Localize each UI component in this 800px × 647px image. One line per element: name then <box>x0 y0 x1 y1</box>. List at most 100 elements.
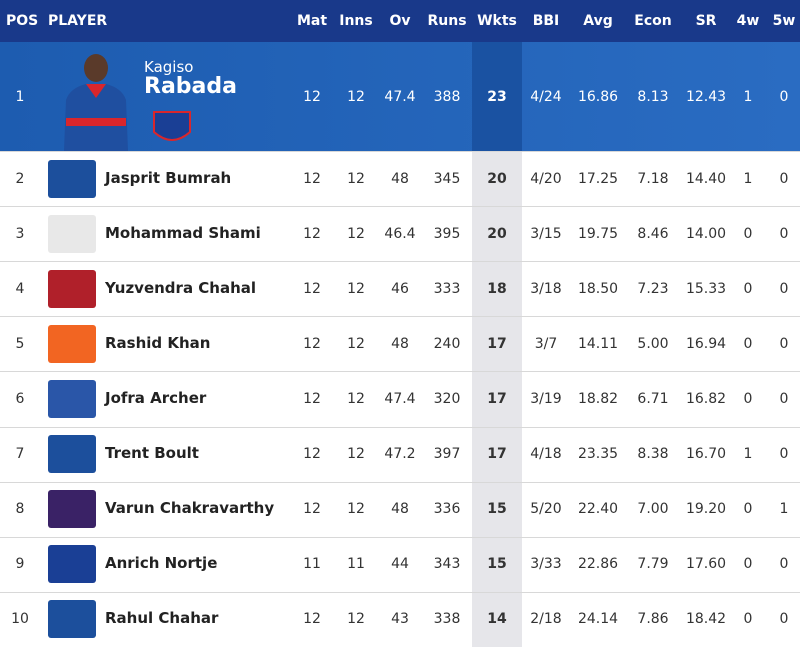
stat: 15 <box>487 556 507 573</box>
stat: 12 <box>347 225 365 242</box>
stat: 19.20 <box>685 501 727 518</box>
stat: 0 <box>743 611 753 628</box>
stat: 12 <box>347 391 365 407</box>
column-header: Econ <box>634 13 672 29</box>
stat: 12 <box>303 225 321 242</box>
stat: 320 <box>433 391 461 407</box>
stat: 20 <box>487 170 507 187</box>
team-logo <box>48 600 96 639</box>
stat: 47.4 <box>384 88 416 105</box>
stat: 5.00 <box>637 335 669 352</box>
stat: 17.25 <box>577 170 619 187</box>
team-logo <box>48 324 96 363</box>
stat: 23 <box>487 88 507 105</box>
position: 10 <box>11 611 29 628</box>
column-header: 4w <box>736 13 760 29</box>
stat: 18 <box>487 280 507 297</box>
row-divider <box>0 426 800 428</box>
stat: 0 <box>779 446 789 463</box>
stat: 12 <box>303 280 321 297</box>
stat: 7.86 <box>637 611 669 628</box>
position: 8 <box>15 501 25 518</box>
stat: 0 <box>779 88 789 105</box>
wkts-shade <box>472 42 522 151</box>
position: 4 <box>15 280 25 297</box>
stat: 17.60 <box>685 556 727 573</box>
stat: 0 <box>779 611 789 628</box>
player-name: Jofra Archer <box>105 389 207 407</box>
stat: 12 <box>303 446 321 463</box>
stat: 7.00 <box>637 501 669 518</box>
stat: 7.18 <box>637 170 669 187</box>
stat: 8.46 <box>637 225 669 242</box>
stat: 343 <box>433 556 461 573</box>
stat: 12 <box>347 611 365 628</box>
stat: 7.23 <box>637 280 669 297</box>
team-logo <box>48 269 96 308</box>
column-header: PLAYER <box>48 13 108 29</box>
position: 1 <box>15 88 25 105</box>
column-header: Runs <box>427 13 467 29</box>
row-divider <box>0 316 800 318</box>
stat: 46 <box>391 280 409 297</box>
stat: 12 <box>303 611 321 628</box>
stat: 4/18 <box>530 446 562 463</box>
stat: 12 <box>303 170 321 187</box>
player-name: Yuzvendra Chahal <box>105 278 257 297</box>
stat: 8.13 <box>637 88 669 105</box>
stat: 17 <box>487 335 507 352</box>
team-logo <box>48 435 96 474</box>
stat: 12 <box>347 170 365 187</box>
column-header: BBI <box>532 13 560 29</box>
stat: 14.40 <box>685 170 727 187</box>
stat: 3/15 <box>530 225 562 242</box>
stat: 44 <box>391 556 409 573</box>
stat: 47.2 <box>384 446 416 463</box>
stat: 6.71 <box>637 391 669 407</box>
stat: 16.82 <box>685 391 727 407</box>
stat: 345 <box>433 170 461 187</box>
stat: 12 <box>303 88 321 105</box>
stat: 24.14 <box>577 611 619 628</box>
team-logo <box>48 545 96 584</box>
team-logo <box>153 111 191 141</box>
stat: 333 <box>433 280 461 297</box>
last-name: Rabada <box>144 74 237 99</box>
row-divider <box>0 261 800 263</box>
stat: 16.94 <box>685 335 727 352</box>
row-divider <box>0 536 800 538</box>
stat: 12 <box>347 335 365 352</box>
position: 2 <box>15 170 25 187</box>
player-name: Mohammad Shami <box>105 223 261 242</box>
team-logo <box>48 490 96 529</box>
stat: 0 <box>779 280 789 297</box>
column-header: Inns <box>339 13 373 29</box>
stat: 1 <box>779 501 789 518</box>
stat: 47.4 <box>384 391 416 407</box>
stat: 4/20 <box>530 170 562 187</box>
stat: 0 <box>743 391 753 407</box>
position: 7 <box>15 446 25 463</box>
stat: 0 <box>743 280 753 297</box>
stat: 397 <box>433 446 461 463</box>
stat: 22.86 <box>577 556 619 573</box>
row-divider <box>0 481 800 483</box>
stat: 0 <box>743 501 753 518</box>
stat: 17 <box>487 391 507 407</box>
position: 3 <box>15 225 25 242</box>
stat: 395 <box>433 225 461 242</box>
stat: 11 <box>303 556 321 573</box>
stat: 19.75 <box>577 225 619 242</box>
stat: 43 <box>391 611 409 628</box>
stat: 20 <box>487 225 507 242</box>
stat: 18.50 <box>577 280 619 297</box>
stat: 15 <box>487 501 507 518</box>
stat: 3/19 <box>530 391 562 407</box>
stat: 12.43 <box>685 88 727 105</box>
player-name: Rahul Chahar <box>105 609 219 628</box>
stat: 4/24 <box>530 88 562 105</box>
stat: 48 <box>391 335 409 352</box>
stat: 1 <box>743 446 753 463</box>
stat: 23.35 <box>577 446 619 463</box>
column-header: SR <box>695 13 717 29</box>
